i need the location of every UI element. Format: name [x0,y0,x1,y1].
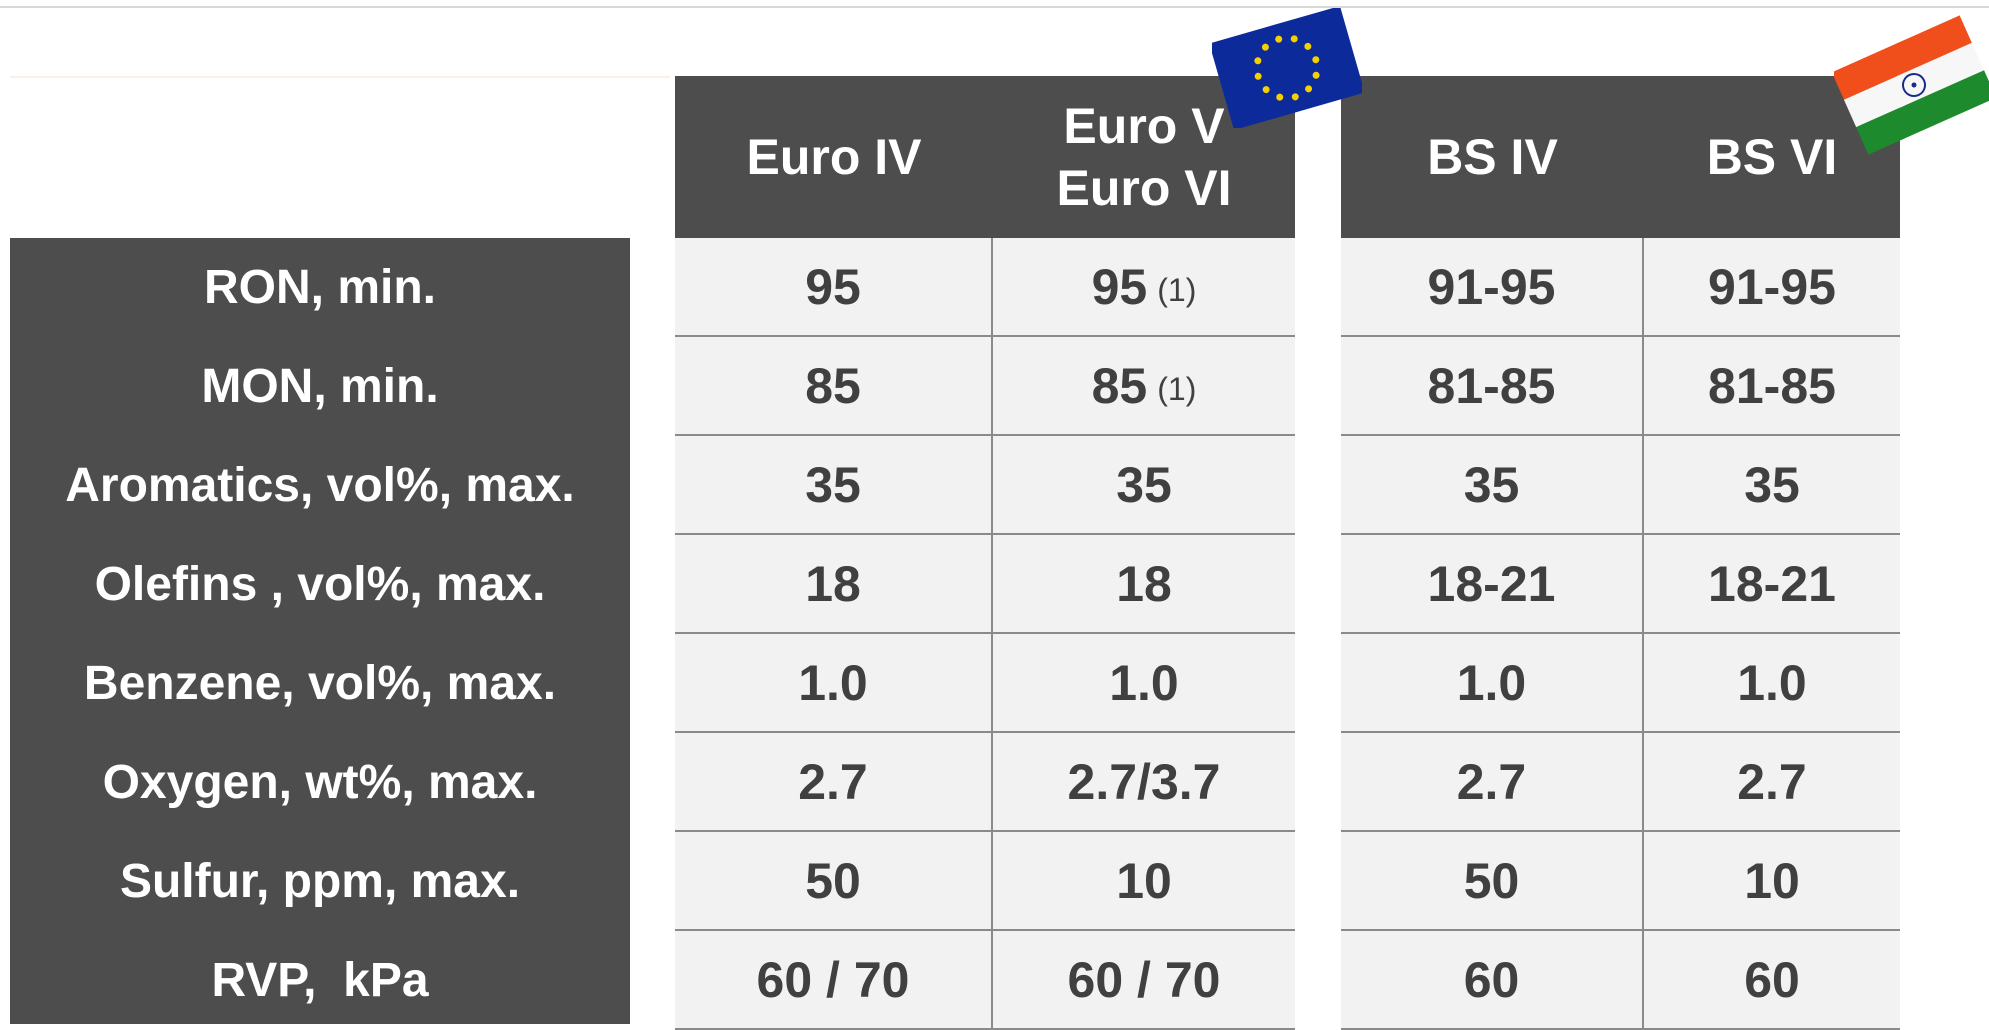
table-cell: 60 [1341,931,1644,1030]
cell-value: 60 [1744,951,1800,1008]
table-cell: 18 [993,535,1295,634]
table-cell: 2.7 [675,733,993,832]
header-text: Euro VI [1056,160,1232,216]
table-cell: 60 / 70 [675,931,993,1030]
table-cell: 81-85 [1644,337,1900,436]
table-cell: 2.7 [1341,733,1644,832]
row-label: RON, min. [10,238,630,337]
table-cell: 35 [1341,436,1644,535]
table-cell: 91-95 [1644,238,1900,337]
cell-value: 85 [805,357,861,414]
table-cell: 2.7/3.7 [993,733,1295,832]
table-cell: 18 [675,535,993,634]
row-label: Olefins , vol%, max. [10,535,630,634]
header-text: BS VI [1706,128,1838,185]
header-text: Euro V [1063,97,1225,154]
table-cell: 35 [675,436,993,535]
cell-value: 2.7 [798,753,868,810]
cell-value: 10 [1116,852,1172,909]
table-cell: 10 [993,832,1295,931]
cell-value: 18 [805,555,861,612]
table-cell: 35 [993,436,1295,535]
table-cell: 35 [1644,436,1900,535]
table-cell: 85 (1) [993,337,1295,436]
table-cell: 2.7 [1644,733,1900,832]
cell-value: 18-21 [1708,555,1836,612]
row-label: Oxygen, wt%, max. [10,733,630,832]
table-cell: 85 [675,337,993,436]
cell-value: 95 [805,258,861,315]
table-cell: 50 [1341,832,1644,931]
cell-value: 35 [1744,456,1800,513]
cell-value: 85 [1091,357,1148,414]
faint-rule [10,76,670,78]
table-cell: 60 [1644,931,1900,1030]
table-cell: 60 / 70 [993,931,1295,1030]
row-label: MON, min. [10,337,630,436]
label-text: RON, min. [203,261,436,314]
label-text: Aromatics, vol%, max. [65,459,575,512]
cell-value: 35 [1116,456,1172,513]
cell-value: 81-85 [1427,357,1556,414]
cell-value: 1.0 [1737,654,1807,711]
header-text: Euro IV [746,128,922,185]
table-cell: 1.0 [1341,634,1644,733]
top-rule [0,6,1989,8]
label-text: Sulfur, ppm, max. [119,855,521,908]
table-cell: 18-21 [1341,535,1644,634]
table-cell: 18-21 [1644,535,1900,634]
cell-value: 1.0 [1109,654,1179,711]
cell-value: 2.7/3.7 [1067,753,1221,810]
cell-value: 81-85 [1708,357,1836,414]
row-label: RVP, kPa [10,931,630,1030]
cell-value: 35 [805,456,861,513]
table-cell: 1.0 [675,634,993,733]
cell-value: 60 / 70 [756,951,910,1008]
cell-value: 95 [1091,258,1148,315]
label-text: MON, min. [201,360,439,413]
cell-value: 50 [1463,852,1520,909]
cell-value: 1.0 [798,654,868,711]
table-cell: 10 [1644,832,1900,931]
cell-value: 35 [1463,456,1520,513]
cell-note: (1) [1157,371,1197,407]
row-label: Benzene, vol%, max. [10,634,630,733]
cell-value: 91-95 [1427,258,1556,315]
table-cell: 81-85 [1341,337,1644,436]
cell-value: 2.7 [1737,753,1807,810]
cell-value: 2.7 [1456,753,1527,810]
label-text: Benzene, vol%, max. [83,657,557,710]
cell-note: (1) [1157,272,1197,308]
cell-value: 60 [1463,951,1520,1008]
table-cell: 1.0 [1644,634,1900,733]
table-cell: 1.0 [993,634,1295,733]
cell-value: 91-95 [1708,258,1836,315]
cell-value: 60 / 70 [1067,951,1221,1008]
cell-value: 18-21 [1427,555,1556,612]
label-text: Olefins , vol%, max. [94,558,546,611]
label-text: Oxygen, wt%, max. [102,756,538,809]
cell-value: 18 [1116,555,1172,612]
column-header: BS IV [1341,76,1644,238]
table-cell: 50 [675,832,993,931]
cell-value: 1.0 [1456,654,1527,711]
row-label: Aromatics, vol%, max. [10,436,630,535]
column-header: Euro IV [675,76,993,238]
table-cell: 91-95 [1341,238,1644,337]
label-panel [10,238,630,1024]
row-label: Sulfur, ppm, max. [10,832,630,931]
table-cell: 95 (1) [993,238,1295,337]
india-flag [1834,15,1989,155]
label-text: RVP, kPa [211,954,429,1007]
cell-value: 10 [1744,852,1800,909]
header-text: BS IV [1427,128,1558,185]
cell-value: 50 [805,852,861,909]
eu-flag [1212,8,1362,128]
table-cell: 95 [675,238,993,337]
